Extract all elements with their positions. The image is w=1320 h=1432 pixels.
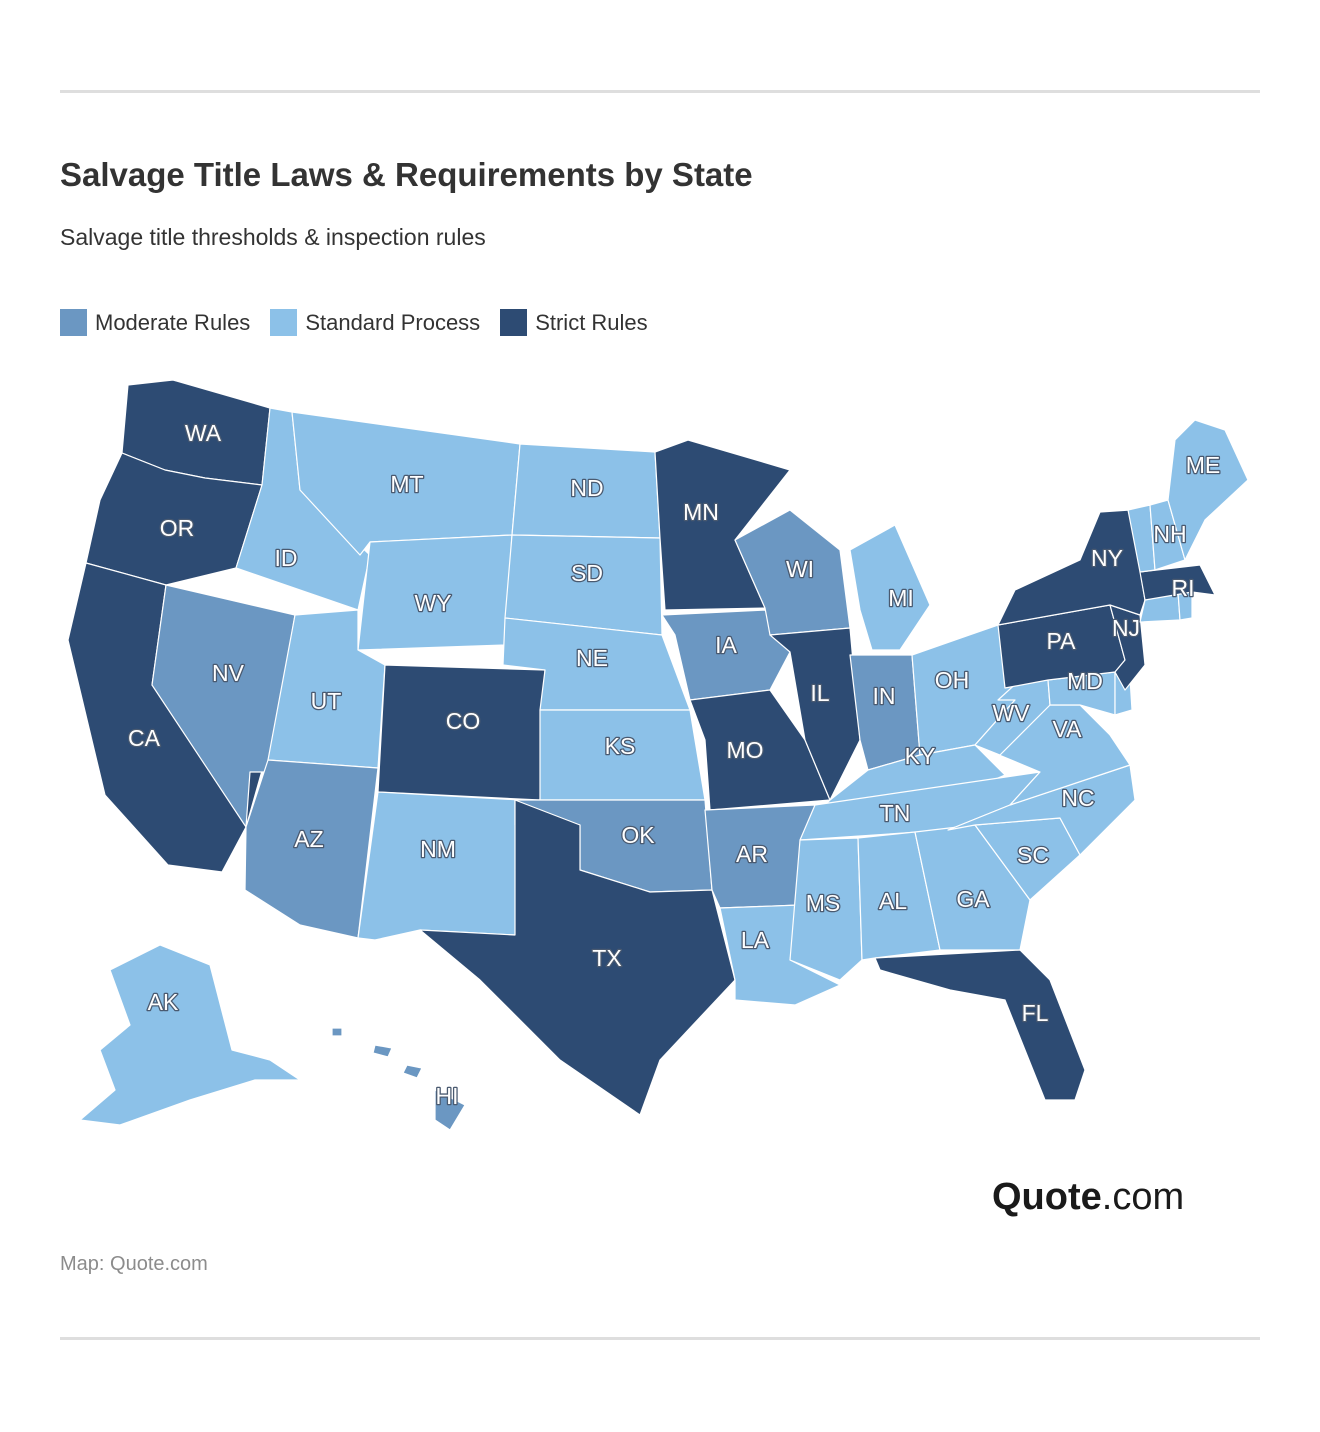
state-label-md: MD bbox=[1067, 668, 1103, 694]
state-al bbox=[857, 831, 941, 961]
state-me bbox=[1167, 419, 1249, 561]
state-label-mn: MN bbox=[683, 499, 719, 525]
state-label-ga: GA bbox=[956, 886, 990, 912]
state-label-co: CO bbox=[446, 708, 481, 734]
state-label-mo: MO bbox=[726, 737, 763, 763]
state-label-oh: OH bbox=[935, 667, 970, 693]
state-label-wa: WA bbox=[185, 420, 222, 446]
legend-label-strict: Strict Rules bbox=[535, 309, 648, 335]
state-nm bbox=[357, 791, 521, 941]
legend-item-moderate: Moderate Rules bbox=[60, 309, 250, 336]
legend-item-strict: Strict Rules bbox=[500, 309, 648, 336]
state-label-ok: OK bbox=[621, 822, 655, 848]
state-label-pa: PA bbox=[1047, 628, 1077, 654]
state-label-me: ME bbox=[1186, 452, 1221, 478]
state-label-tn: TN bbox=[880, 800, 911, 826]
state-label-nj: NJ bbox=[1112, 615, 1140, 641]
state-label-ak: AK bbox=[148, 989, 179, 1015]
state-label-ms: MS bbox=[806, 890, 841, 916]
bottom-divider bbox=[60, 1337, 1260, 1340]
legend-label-standard: Standard Process bbox=[305, 309, 481, 335]
legend-item-standard: Standard Process bbox=[270, 309, 480, 336]
state-label-nd: ND bbox=[570, 475, 603, 501]
state-label-ny: NY bbox=[1091, 545, 1123, 571]
state-label-wy: WY bbox=[414, 590, 451, 616]
state-mi bbox=[849, 524, 931, 651]
state-label-or: OR bbox=[160, 515, 195, 541]
state-label-sc: SC bbox=[1017, 842, 1049, 868]
state-label-nm: NM bbox=[420, 836, 456, 862]
legend-swatch-strict bbox=[500, 309, 528, 336]
quote-logo: Quote.com bbox=[992, 1176, 1184, 1219]
state-label-nh: NH bbox=[1153, 521, 1186, 547]
state-hi bbox=[331, 1027, 466, 1131]
state-ak bbox=[79, 944, 301, 1126]
state-label-mt: MT bbox=[390, 471, 423, 497]
state-label-nv: NV bbox=[212, 660, 245, 686]
state-label-al: AL bbox=[879, 888, 907, 914]
state-az bbox=[244, 759, 379, 939]
legend: Moderate Rules Standard Process Strict R… bbox=[60, 309, 648, 336]
state-label-wi: WI bbox=[786, 556, 814, 582]
state-label-ca: CA bbox=[128, 725, 161, 751]
state-label-sd: SD bbox=[571, 560, 603, 586]
state-label-mi: MI bbox=[888, 585, 914, 611]
state-label-ri: RI bbox=[1172, 575, 1195, 601]
state-label-nc: NC bbox=[1061, 785, 1094, 811]
state-label-tx: TX bbox=[592, 945, 621, 971]
state-label-id: ID bbox=[275, 545, 298, 571]
legend-label-moderate: Moderate Rules bbox=[95, 309, 251, 335]
state-label-ne: NE bbox=[576, 645, 608, 671]
state-label-ks: KS bbox=[605, 733, 636, 759]
state-label-az: AZ bbox=[294, 826, 323, 852]
state-label-ar: AR bbox=[736, 841, 768, 867]
brand-rest-text: .com bbox=[1101, 1176, 1185, 1218]
state-label-wv: WV bbox=[992, 700, 1030, 726]
state-label-in: IN bbox=[873, 683, 896, 709]
state-label-ia: IA bbox=[715, 632, 737, 658]
brand-bold-text: Quote bbox=[992, 1176, 1102, 1218]
state-label-hi: HI bbox=[436, 1083, 459, 1109]
legend-swatch-standard bbox=[270, 309, 298, 336]
state-label-fl: FL bbox=[1022, 1000, 1049, 1026]
map-source-note: Map: Quote.com bbox=[60, 1253, 208, 1275]
map-subtitle: Salvage title thresholds & inspection ru… bbox=[60, 224, 486, 250]
legend-swatch-moderate bbox=[60, 309, 87, 336]
map-title: Salvage Title Laws & Requirements by Sta… bbox=[60, 156, 753, 193]
state-fl bbox=[874, 949, 1086, 1101]
state-ms bbox=[789, 837, 863, 981]
state-label-va: VA bbox=[1053, 716, 1083, 742]
us-states-map: WA OR CA NV ID MT WY UT AZ CO NM ND SD NE KS OK TX MN IA MO… bbox=[67, 379, 1249, 1131]
top-divider bbox=[60, 90, 1260, 93]
state-label-ky: KY bbox=[905, 743, 936, 769]
state-ma bbox=[1139, 564, 1216, 601]
state-label-il: IL bbox=[810, 680, 829, 706]
state-label-la: LA bbox=[741, 927, 770, 953]
state-label-ut: UT bbox=[311, 688, 342, 714]
